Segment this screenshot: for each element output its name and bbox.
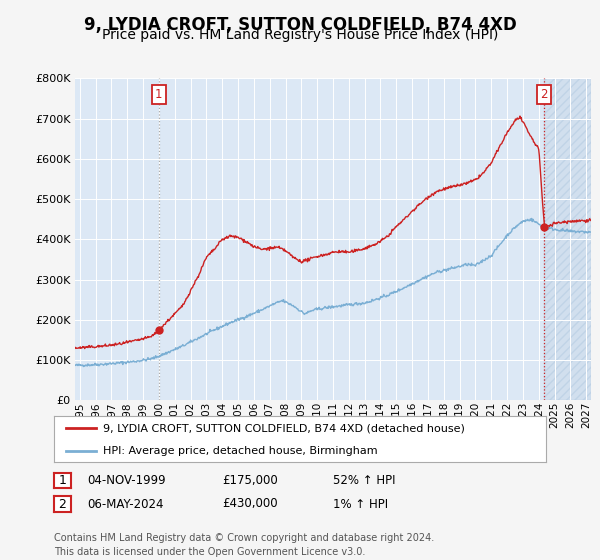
Text: HPI: Average price, detached house, Birmingham: HPI: Average price, detached house, Birm… [103, 446, 378, 455]
Text: 1: 1 [58, 474, 67, 487]
Text: 06-MAY-2024: 06-MAY-2024 [87, 497, 163, 511]
Text: 9, LYDIA CROFT, SUTTON COLDFIELD, B74 4XD: 9, LYDIA CROFT, SUTTON COLDFIELD, B74 4X… [83, 16, 517, 34]
Text: 1% ↑ HPI: 1% ↑ HPI [333, 497, 388, 511]
Text: 1: 1 [155, 88, 163, 101]
Text: 04-NOV-1999: 04-NOV-1999 [87, 474, 166, 487]
Text: 9, LYDIA CROFT, SUTTON COLDFIELD, B74 4XD (detached house): 9, LYDIA CROFT, SUTTON COLDFIELD, B74 4X… [103, 423, 465, 433]
Text: 2: 2 [541, 88, 548, 101]
Bar [544, 78, 591, 400]
Text: 2: 2 [58, 497, 67, 511]
Text: £430,000: £430,000 [222, 497, 278, 511]
Text: £175,000: £175,000 [222, 474, 278, 487]
Text: Price paid vs. HM Land Registry's House Price Index (HPI): Price paid vs. HM Land Registry's House … [102, 28, 498, 42]
Text: 52% ↑ HPI: 52% ↑ HPI [333, 474, 395, 487]
Text: Contains HM Land Registry data © Crown copyright and database right 2024.
This d: Contains HM Land Registry data © Crown c… [54, 533, 434, 557]
